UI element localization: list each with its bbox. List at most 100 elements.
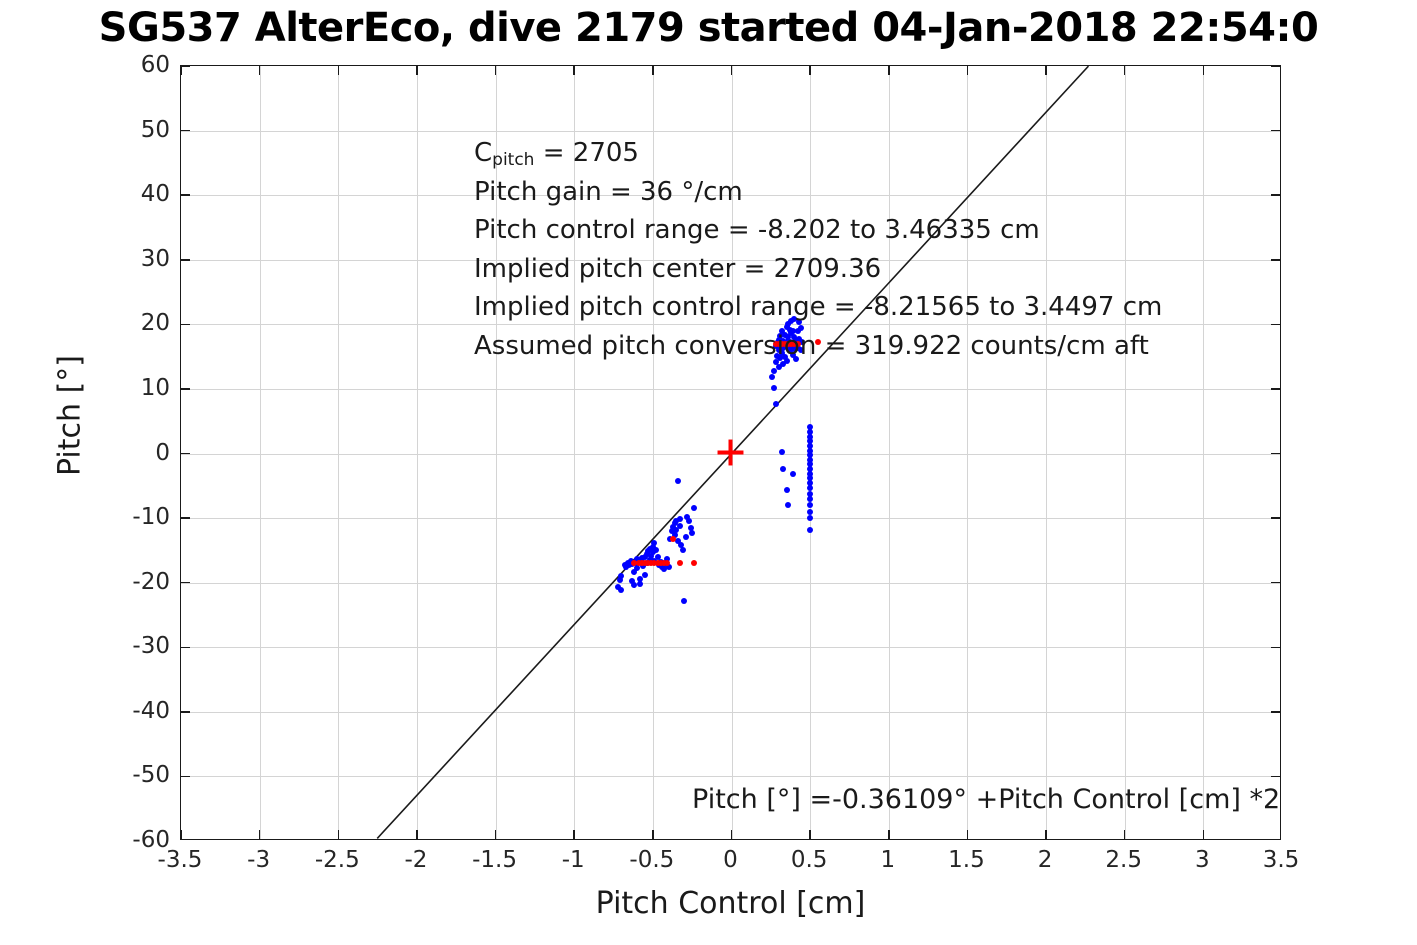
x-axis-tick (1045, 66, 1047, 75)
y-axis-tick (181, 66, 190, 67)
data-point (785, 320, 792, 327)
x-axis-tick (1202, 66, 1205, 75)
x-axis-tick (966, 830, 969, 839)
y-axis-tick (181, 129, 190, 132)
x-axis-title: Pitch Control [cm] (595, 886, 866, 921)
data-point (775, 340, 782, 347)
data-point (777, 332, 784, 339)
data-point (664, 560, 670, 567)
data-point (657, 560, 664, 567)
data-point (794, 344, 801, 351)
data-point (646, 557, 653, 564)
y-tick-label: 0 (155, 439, 170, 466)
y-axis-tick (1271, 323, 1280, 326)
data-point (651, 560, 658, 567)
data-point (675, 477, 682, 484)
y-tick-label: -50 (132, 762, 170, 789)
x-axis-tick (809, 66, 811, 75)
data-point (772, 401, 779, 408)
data-point (807, 424, 814, 431)
data-point (783, 323, 790, 330)
data-point (670, 524, 677, 531)
y-axis-tick (1271, 711, 1280, 713)
data-point (641, 560, 648, 567)
gridline-vertical (574, 66, 576, 839)
data-point (785, 501, 792, 508)
x-axis-tick (181, 66, 182, 75)
gridline-vertical (495, 66, 497, 839)
data-point (807, 527, 814, 534)
x-tick-label: -3 (247, 847, 271, 873)
data-point (792, 356, 799, 363)
data-point (780, 360, 787, 367)
x-axis-tick (337, 66, 340, 75)
data-point (783, 486, 790, 493)
data-point (686, 518, 693, 525)
data-point (807, 508, 814, 515)
y-tick-label: 40 (140, 181, 170, 208)
data-point (689, 529, 696, 536)
data-point (815, 338, 821, 345)
gridline-vertical (967, 66, 969, 839)
data-point (651, 540, 658, 547)
chart-title: SG537 AlterEco, dive 2179 started 04-Jan… (98, 5, 1319, 51)
x-axis-tick (888, 66, 890, 75)
y-axis-tick (1271, 452, 1280, 455)
y-axis-tick (181, 194, 190, 196)
x-axis-tick (416, 66, 418, 75)
data-point (616, 577, 623, 584)
x-axis-tick (966, 66, 969, 75)
x-axis-tick (730, 66, 733, 75)
data-point (676, 515, 683, 522)
data-point (673, 527, 680, 534)
data-point (807, 433, 814, 440)
data-point (770, 384, 777, 391)
x-tick-label: -0.5 (629, 847, 675, 873)
data-point (785, 340, 792, 347)
x-tick-label: 1 (880, 847, 896, 873)
data-point (807, 470, 814, 477)
data-point (667, 535, 674, 542)
gridline-vertical (1046, 66, 1048, 839)
data-point (648, 553, 655, 560)
data-point (778, 327, 785, 334)
gridline-horizontal (181, 518, 1280, 520)
x-axis-tick (888, 830, 890, 839)
y-tick-label: 60 (140, 52, 170, 78)
x-axis-tick (730, 830, 733, 839)
data-point (792, 336, 799, 343)
data-point (676, 522, 683, 529)
gridline-horizontal (181, 130, 1280, 132)
x-tick-label: -2.5 (314, 847, 360, 873)
y-tick-label: -40 (132, 697, 170, 724)
gridline-horizontal (181, 324, 1280, 326)
data-point (807, 484, 814, 491)
data-point (807, 443, 814, 450)
y-axis-tick (181, 517, 190, 519)
y-axis-tick (181, 452, 190, 455)
data-point (772, 358, 779, 365)
y-axis-tick (1271, 129, 1280, 132)
data-point (637, 576, 644, 583)
data-point (641, 571, 648, 578)
x-axis-tick (416, 830, 418, 839)
data-point (791, 345, 798, 352)
y-tick-label: -10 (132, 504, 170, 531)
x-axis-tick (494, 66, 497, 75)
data-point (660, 566, 667, 573)
y-axis-tick (1271, 194, 1280, 196)
y-tick-label: 50 (140, 116, 170, 143)
data-point (794, 328, 801, 335)
data-point (629, 578, 636, 585)
data-point (778, 449, 785, 456)
y-axis-title: Pitch [°] (52, 355, 88, 476)
data-point (781, 331, 788, 338)
x-axis-tick (1202, 830, 1205, 839)
data-point (807, 447, 814, 454)
x-axis-tick (494, 830, 497, 839)
data-point (789, 471, 796, 478)
gridline-horizontal (181, 711, 1280, 713)
x-axis-tick (181, 830, 182, 839)
data-point (781, 340, 788, 347)
x-axis-tick (258, 830, 261, 839)
